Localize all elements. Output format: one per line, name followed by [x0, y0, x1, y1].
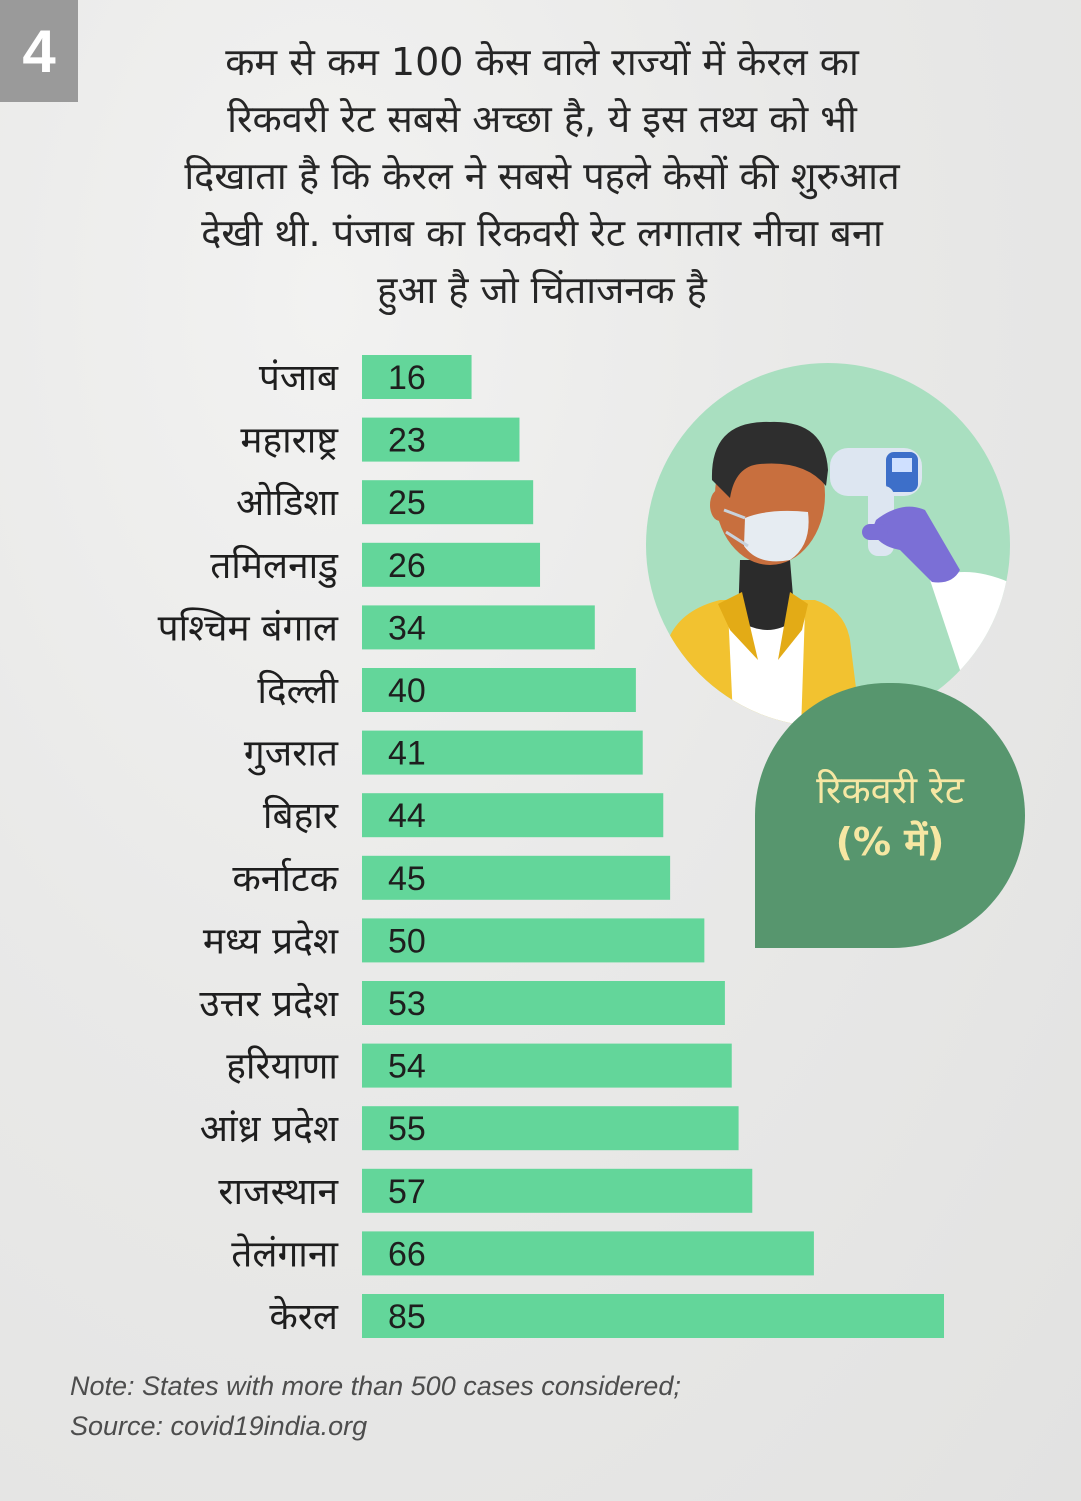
category-label: पंजाब	[259, 356, 339, 399]
bar-value-label: 66	[388, 1235, 426, 1273]
bar	[362, 855, 671, 900]
category-label: मध्य प्रदेश	[203, 919, 339, 962]
bar-value-label: 50	[388, 922, 426, 960]
bar-value-label: 44	[388, 797, 426, 835]
bar	[362, 793, 664, 838]
bar	[362, 1231, 814, 1276]
bar-value-label: 26	[388, 547, 426, 585]
category-label: तमिलनाडु	[210, 544, 339, 588]
slide-number-badge: 4	[0, 0, 78, 102]
headline-line: दिखाता है कि केरल ने सबसे पहले केसों की …	[184, 154, 900, 198]
headline-line: रिकवरी रेट सबसे अच्छा है, ये इस तथ्य को …	[227, 97, 857, 141]
legend-unit: (% में)	[835, 819, 945, 864]
bar	[362, 605, 595, 650]
bar	[362, 918, 705, 963]
bar	[362, 981, 725, 1025]
bar-value-label: 25	[388, 484, 426, 522]
legend-bubble: रिकवरी रेट (% में)	[755, 683, 1025, 948]
bar	[362, 1168, 753, 1213]
category-label: राजस्थान	[218, 1170, 339, 1213]
bar	[362, 480, 534, 525]
bar-value-label: 23	[388, 422, 426, 460]
category-label: ओडिशा	[236, 481, 339, 524]
footer-source: Source: covid19india.org	[70, 1411, 368, 1441]
bar-value-label: 85	[388, 1298, 426, 1336]
bar-value-label: 16	[388, 359, 426, 397]
headline: कम से कम 100 केस वाले राज्यों में केरल क…	[82, 34, 1002, 319]
bar-value-label: 45	[388, 860, 426, 898]
bar	[362, 355, 472, 399]
headline-line: देखी थी. पंजाब का रिकवरी रेट लगातार नीचा…	[201, 211, 883, 255]
category-label: तेलंगाना	[231, 1232, 339, 1275]
headline-line: कम से कम 100 केस वाले राज्यों में केरल क…	[225, 40, 859, 84]
bar-value-label: 57	[388, 1173, 426, 1211]
category-label: महाराष्ट्र	[240, 419, 339, 462]
footer-note: Note: States with more than 500 cases co…	[70, 1371, 681, 1401]
category-label: कर्नाटक	[232, 857, 338, 900]
category-label: गुजरात	[244, 732, 339, 776]
footer: Note: States with more than 500 cases co…	[70, 1366, 970, 1446]
bar	[362, 1043, 732, 1088]
bar-value-label: 41	[388, 735, 426, 773]
category-label: हरियाणा	[226, 1045, 339, 1088]
bar-value-label: 53	[388, 985, 426, 1023]
legend-title: रिकवरी रेट	[816, 767, 964, 812]
bar-value-label: 55	[388, 1110, 426, 1148]
bar-value-label: 34	[388, 609, 426, 647]
bar	[362, 730, 643, 775]
bar-value-label: 54	[388, 1048, 426, 1086]
bar	[362, 1106, 739, 1151]
category-label: उत्तर प्रदेश	[199, 982, 338, 1025]
headline-line: हुआ है जो चिंताजनक है	[377, 268, 707, 312]
bar	[362, 417, 520, 462]
category-label: पश्चिम बंगाल	[158, 606, 339, 649]
category-label: बिहार	[263, 794, 339, 837]
bar	[362, 668, 636, 712]
bar	[362, 542, 541, 587]
bar-value-label: 40	[388, 672, 426, 710]
bar	[362, 1294, 944, 1338]
category-label: केरल	[269, 1295, 339, 1338]
category-label: दिल्ली	[257, 669, 339, 712]
category-label: आंध्र प्रदेश	[200, 1107, 339, 1150]
